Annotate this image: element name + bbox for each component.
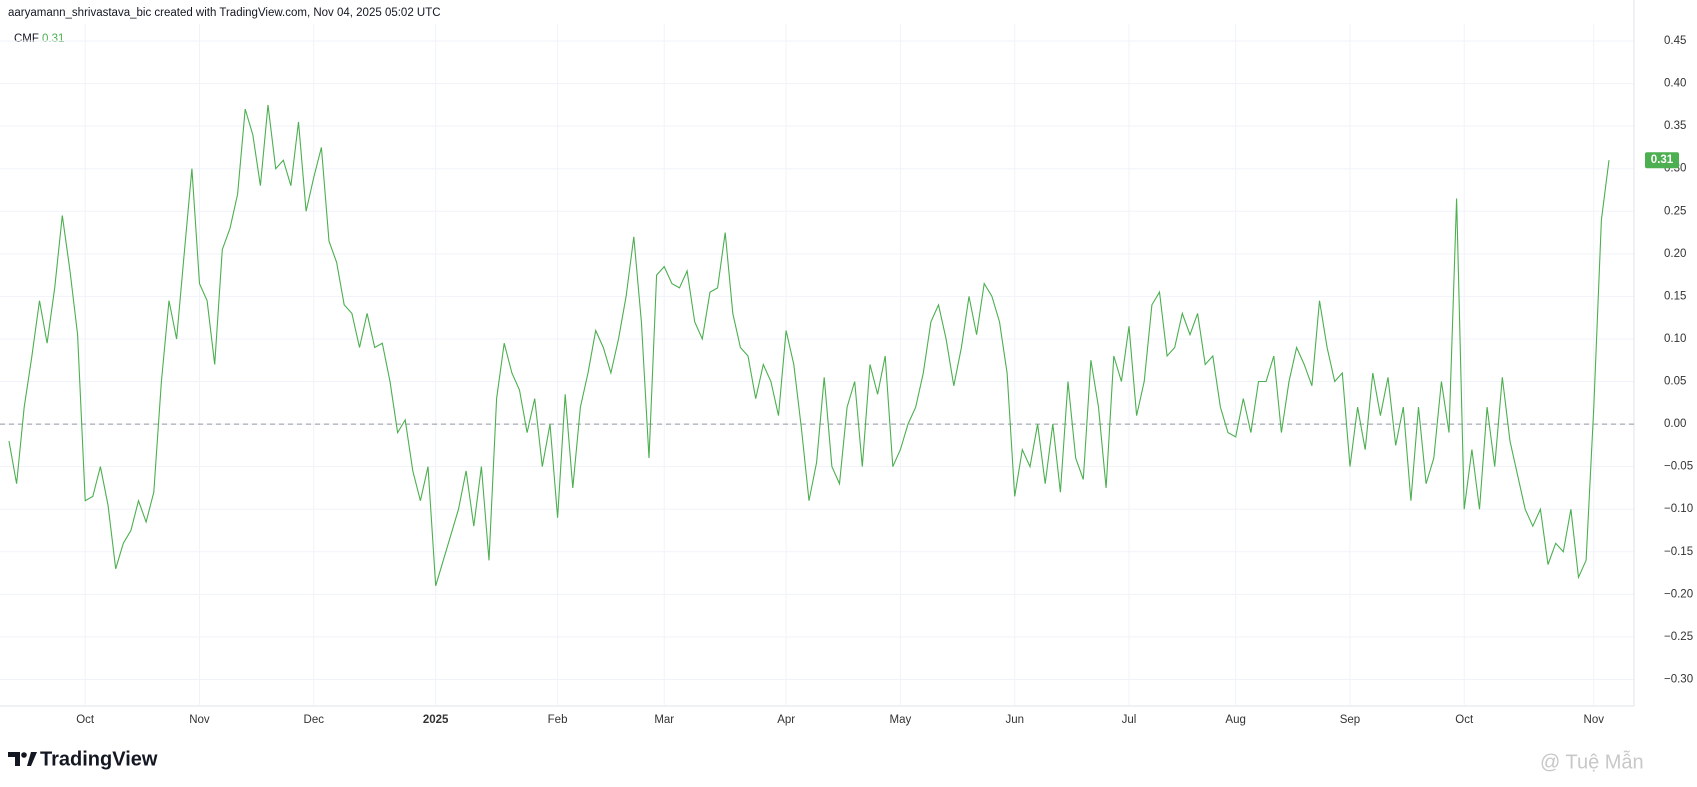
y-tick-label: −0.20 xyxy=(1664,588,1693,600)
y-tick-label: 0.40 xyxy=(1664,78,1686,90)
x-tick-label: Oct xyxy=(1455,714,1474,726)
y-tick-label: 0.35 xyxy=(1664,120,1686,132)
cmf-line xyxy=(8,104,1610,586)
y-tick-label: 0.25 xyxy=(1664,205,1686,217)
grid xyxy=(0,24,1634,705)
logo-icon xyxy=(8,752,37,766)
x-tick-label: Oct xyxy=(76,714,95,726)
x-tick-label: Jun xyxy=(1005,714,1024,726)
y-tick-label: 0.05 xyxy=(1664,376,1686,388)
y-tick-label: −0.25 xyxy=(1664,631,1693,643)
legend-name: CMF xyxy=(14,33,39,45)
x-tick-label: Feb xyxy=(548,714,568,726)
y-tick-label: −0.30 xyxy=(1664,673,1693,685)
last-value-badge xyxy=(1645,152,1679,169)
legend-value: 0.31 xyxy=(42,33,64,45)
y-tick-label: 0.20 xyxy=(1664,248,1686,260)
header: aaryamann_shrivastava_bic created with T… xyxy=(8,7,441,19)
last-value-label: 0.31 xyxy=(1651,154,1674,166)
y-tick-label: 0.10 xyxy=(1664,333,1686,345)
y-tick-label: 0.00 xyxy=(1664,418,1686,430)
x-tick-label: Jul xyxy=(1122,714,1137,726)
y-tick-label: 0.15 xyxy=(1664,290,1686,302)
x-tick-label: 2025 xyxy=(423,714,449,726)
x-tick-label: Apr xyxy=(777,714,795,726)
y-tick-label: −0.05 xyxy=(1664,461,1693,473)
watermark: @ Tuệ Mẫn xyxy=(1540,750,1644,773)
x-tick-label: Dec xyxy=(304,714,325,726)
x-tick-label: Aug xyxy=(1225,714,1245,726)
y-tick-label: −0.10 xyxy=(1664,503,1693,515)
y-tick-label: 0.45 xyxy=(1664,35,1686,47)
x-tick-label: Nov xyxy=(1584,714,1605,726)
x-tick-label: Mar xyxy=(654,714,674,726)
y-tick-label: −0.15 xyxy=(1664,546,1693,558)
x-tick-label: May xyxy=(890,714,912,726)
x-tick-label: Nov xyxy=(189,714,210,726)
logo-text: TradingView xyxy=(40,748,158,770)
x-tick-label: Sep xyxy=(1340,714,1360,726)
